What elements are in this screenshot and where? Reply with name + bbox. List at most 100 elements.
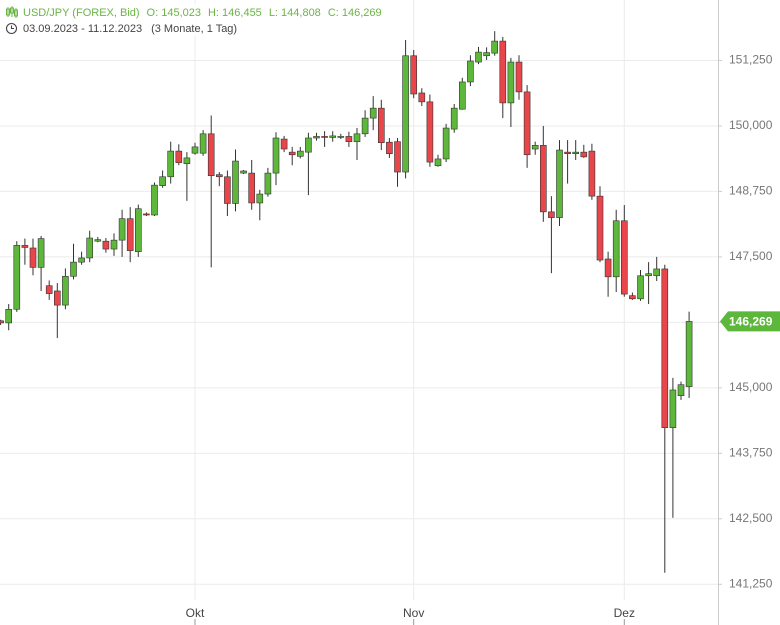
candle-icon <box>6 6 18 18</box>
y-tick-label: 152,500 <box>729 0 773 1</box>
x-tick-label: Okt <box>186 606 205 620</box>
candle-body <box>507 61 515 104</box>
candle-body <box>458 81 466 110</box>
header-bg <box>0 4 380 36</box>
clock-icon <box>5 22 18 35</box>
y-tick-label: 150,000 <box>729 118 773 132</box>
candle-body <box>377 107 385 144</box>
candle-body <box>685 321 693 387</box>
candle-body <box>539 145 547 213</box>
candle-body <box>5 308 12 324</box>
header: USD/JPY (FOREX, Bid) O: 145,023 H: 146,45… <box>0 4 382 36</box>
candle-body <box>126 218 134 251</box>
chart-title: USD/JPY (FOREX, Bid) <box>23 7 140 19</box>
candle-body <box>62 275 69 306</box>
candle-body <box>305 137 312 153</box>
candle-body <box>491 40 499 54</box>
candle-body <box>70 261 77 277</box>
candle-body <box>175 150 183 163</box>
candle-body <box>483 52 490 57</box>
candle-body <box>580 151 588 158</box>
candle-body <box>102 240 110 250</box>
last-price-tag <box>720 311 780 332</box>
candle-body <box>361 117 369 135</box>
candle-body <box>637 275 644 300</box>
candle-body <box>386 141 393 155</box>
candle-body <box>45 285 53 294</box>
candle-body <box>159 176 166 186</box>
candle-body <box>329 135 337 138</box>
quote-value: O: 145,023 <box>147 7 201 19</box>
candle-body <box>604 258 612 278</box>
candle-body <box>216 174 223 178</box>
candle-body <box>29 247 37 268</box>
candle-body <box>280 138 288 150</box>
candle-body <box>572 151 580 155</box>
candle-body <box>207 133 215 177</box>
y-tick-label: 141,250 <box>729 576 773 590</box>
last-price-label: 146,269 <box>729 315 773 329</box>
candle-body <box>321 136 328 138</box>
candle-body <box>548 211 555 218</box>
candle-body <box>418 92 426 103</box>
candle-body <box>369 107 377 119</box>
y-tick-label: 143,750 <box>729 446 773 460</box>
chart-subtitle: 03.09.2023 - 11.12.2023 <box>23 23 142 35</box>
candle-body <box>450 107 458 130</box>
candle-body <box>135 208 142 252</box>
candle-body <box>313 136 320 139</box>
candle-body <box>564 151 571 155</box>
candle-body <box>523 91 531 156</box>
candle-body <box>345 136 353 142</box>
candle-body <box>645 273 652 277</box>
candle-body <box>86 237 93 259</box>
candle-body <box>199 133 207 154</box>
candle-body <box>588 150 596 197</box>
candle-body <box>394 141 401 173</box>
candle-body <box>499 40 507 104</box>
candle-body <box>467 60 474 83</box>
quote-value: C: 146,269 <box>328 7 382 19</box>
candle-body <box>78 257 85 263</box>
grid <box>0 0 718 600</box>
candle-body <box>620 220 628 295</box>
quote-value: L: 144,808 <box>269 7 321 19</box>
candle-body <box>288 151 296 156</box>
candle-body <box>353 133 361 142</box>
candle-body <box>94 239 102 242</box>
candle-body <box>248 172 255 204</box>
candle-body <box>37 238 45 268</box>
y-tick-label: 147,500 <box>729 249 773 263</box>
candle-body <box>143 213 150 216</box>
candle-body <box>191 146 199 154</box>
y-tick-label: 151,250 <box>729 53 773 67</box>
candle-body <box>677 384 685 397</box>
period: (3 Monate, 1 Tag) <box>151 23 237 35</box>
candle-body <box>531 145 539 150</box>
candle-body <box>426 101 434 163</box>
axis: 141,250142,500143,750145,000146,250147,5… <box>186 0 780 625</box>
candle-body <box>21 245 29 248</box>
candle-body <box>167 150 174 178</box>
candle-body <box>240 170 247 174</box>
candle-body <box>224 176 231 204</box>
candle-body <box>0 320 4 324</box>
candle-body <box>612 220 620 278</box>
candle-body <box>256 193 264 204</box>
candles <box>0 31 693 573</box>
candle-body <box>272 137 280 174</box>
candle-body <box>337 136 345 138</box>
candle-body <box>410 55 418 95</box>
candle-body <box>264 172 272 195</box>
candle-body <box>296 150 304 157</box>
y-tick-label: 148,750 <box>729 184 773 198</box>
candle-body <box>661 268 669 428</box>
candle-body <box>110 239 118 250</box>
quote-value: H: 146,455 <box>208 7 262 19</box>
candle-body <box>442 127 450 160</box>
y-tick-label: 145,000 <box>729 380 773 394</box>
candle-body <box>653 268 661 277</box>
candle-body <box>434 158 442 167</box>
candle-body <box>13 245 21 310</box>
